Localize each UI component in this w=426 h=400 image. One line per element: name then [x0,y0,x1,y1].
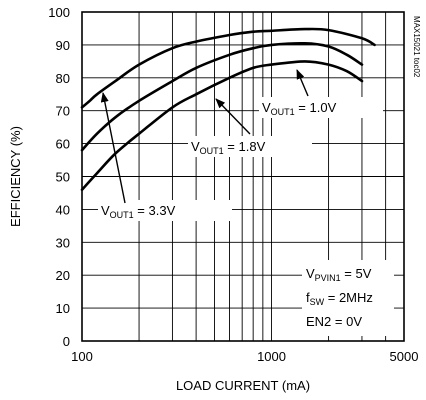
annotation-arrow [296,69,309,97]
annotation-arrow [100,92,126,204]
test-condition: fSW = 2MHz [306,290,373,307]
annotation-background [188,136,312,157]
y-tick-label: 20 [56,268,70,283]
y-tick-label: 70 [56,104,70,119]
series-line-2 [80,60,364,191]
figure-code: MAX15021 toc02 [412,16,421,78]
series-annotation: VOUT1 = 1.8V [191,139,266,156]
annotation-background [98,200,232,221]
series-line-1 [80,41,364,152]
test-condition: EN2 = 0V [306,314,362,329]
labels: 0 10 20 30 40 50 60 70 80 90 100 100 1000 5000 LOAD CU… [8,5,421,393]
y-tick-label: 50 [56,170,70,185]
series-annotation: VOUT1 = 1.0V [262,100,337,117]
conditions-background [302,260,394,336]
y-tick-label: 40 [56,202,70,217]
annotation-arrow [215,98,251,135]
y-tick-label: 80 [56,71,70,86]
y-axis-title: EFFICIENCY (%) [8,126,23,227]
plot-frame [81,11,405,342]
y-tick-label: 10 [56,301,70,316]
x-axis-title: LOAD CURRENT (mA) [176,378,310,393]
series-annotation: VOUT1 = 3.3V [101,203,176,220]
x-tick-label: 100 [71,349,93,364]
y-tick-label: 90 [56,38,70,53]
annotation-background [259,97,383,118]
series-line-0 [80,27,376,109]
x-tick-label: 5000 [390,349,419,364]
y-tick-label: 30 [56,235,70,250]
test-condition: VPVIN1 = 5V [306,266,372,283]
y-tick-label: 100 [48,5,70,20]
x-tick-label: 1000 [257,349,286,364]
y-tick-label: 60 [56,137,70,152]
y-tick-label: 0 [63,334,70,349]
